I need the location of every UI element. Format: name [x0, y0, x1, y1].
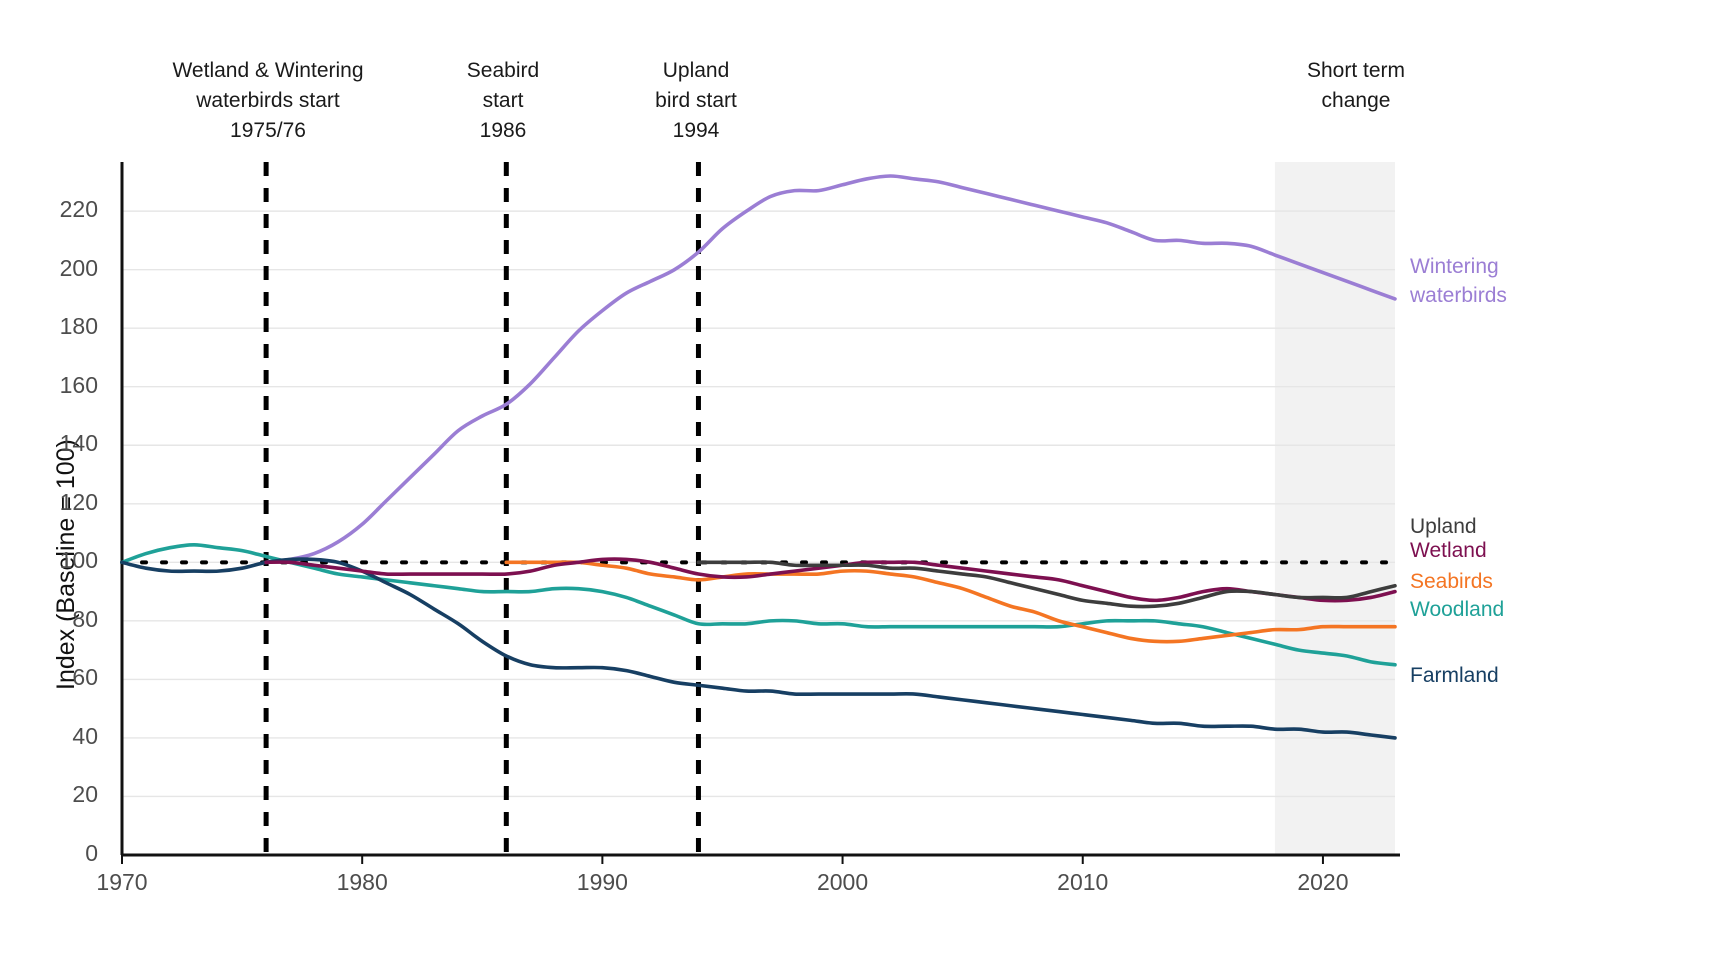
- annotation-line: Short term: [1306, 59, 1406, 82]
- annotation-line: Upland: [662, 59, 730, 82]
- series-line-farmland: [120, 557, 1397, 740]
- annotation-line: waterbirds start: [196, 89, 340, 112]
- series-label-line: Seabirds: [1410, 570, 1493, 593]
- series-line-upland: [696, 560, 1397, 609]
- y-tick-label: 20: [72, 781, 98, 808]
- series-label-wetland: Wetland: [1410, 536, 1487, 565]
- series-label-seabirds: Seabirds: [1410, 567, 1493, 596]
- annotation-line: bird start: [655, 89, 737, 112]
- annotation-line: change: [1321, 89, 1391, 112]
- y-tick-label: 180: [59, 313, 98, 340]
- annotation-line: Seabird: [466, 59, 540, 82]
- series-label-farmland: Farmland: [1410, 661, 1499, 690]
- x-tick-label: 2010: [1057, 869, 1109, 895]
- short-term-change-band: [1274, 162, 1395, 855]
- annotation-wetland-wintering-start: Wetland & Wintering waterbirds start 197…: [168, 56, 368, 146]
- y-tick-label: 100: [59, 547, 98, 574]
- y-tick-label: 140: [59, 430, 98, 457]
- series-label-line: Upland: [1410, 515, 1477, 538]
- series-label-line: waterbirds: [1410, 284, 1507, 307]
- x-tick-label: 2020: [1297, 869, 1349, 895]
- series-label-line: Wintering: [1410, 255, 1499, 278]
- series-label-woodland: Woodland: [1410, 595, 1504, 624]
- y-tick-label: 220: [59, 196, 98, 223]
- y-tick-label: 200: [59, 254, 98, 281]
- series-line-woodland: [120, 542, 1397, 667]
- annotation-line: Wetland & Wintering: [172, 59, 364, 82]
- y-tick-label: 0: [85, 840, 98, 866]
- annotation-seabird-start: Seabird start 1986: [443, 56, 563, 146]
- y-tick-label: 160: [59, 371, 98, 398]
- annotation-line: 1975/76: [230, 119, 306, 142]
- x-tick-label: 1970: [96, 869, 148, 895]
- annotation-line: 1986: [479, 119, 527, 142]
- series-line-wintering-waterbirds: [264, 174, 1397, 565]
- annotation-short-term-change: Short term change: [1276, 56, 1436, 116]
- series-label-line: Farmland: [1410, 664, 1499, 687]
- series-label-wintering-waterbirds: Wintering waterbirds: [1410, 252, 1507, 310]
- series-label-line: Woodland: [1410, 598, 1505, 621]
- y-tick-label: 60: [72, 664, 98, 691]
- series-label-line: Wetland: [1410, 539, 1487, 562]
- annotation-line: start: [482, 89, 524, 112]
- y-tick-label: 120: [59, 488, 98, 515]
- series-line-seabirds: [504, 560, 1397, 644]
- annotation-line: 1994: [672, 119, 720, 142]
- y-tick-label: 80: [72, 605, 98, 632]
- series-label-upland: Upland: [1410, 512, 1477, 541]
- annotation-upland-bird-start: Upland bird start 1994: [636, 56, 756, 146]
- x-tick-label: 2000: [816, 869, 869, 895]
- x-tick-label: 1990: [576, 869, 628, 895]
- x-tick-label: 1980: [336, 869, 388, 895]
- y-tick-label: 40: [72, 722, 98, 749]
